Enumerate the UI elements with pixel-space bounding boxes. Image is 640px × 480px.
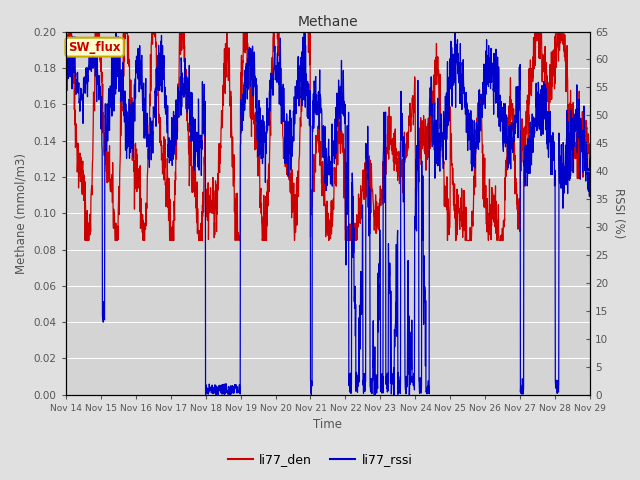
Title: Methane: Methane — [298, 15, 358, 29]
Y-axis label: RSSI (%): RSSI (%) — [612, 188, 625, 239]
Y-axis label: Methane (mmol/m3): Methane (mmol/m3) — [15, 153, 28, 274]
X-axis label: Time: Time — [314, 419, 342, 432]
Legend: li77_den, li77_rssi: li77_den, li77_rssi — [223, 448, 417, 471]
Text: SW_flux: SW_flux — [68, 41, 121, 54]
